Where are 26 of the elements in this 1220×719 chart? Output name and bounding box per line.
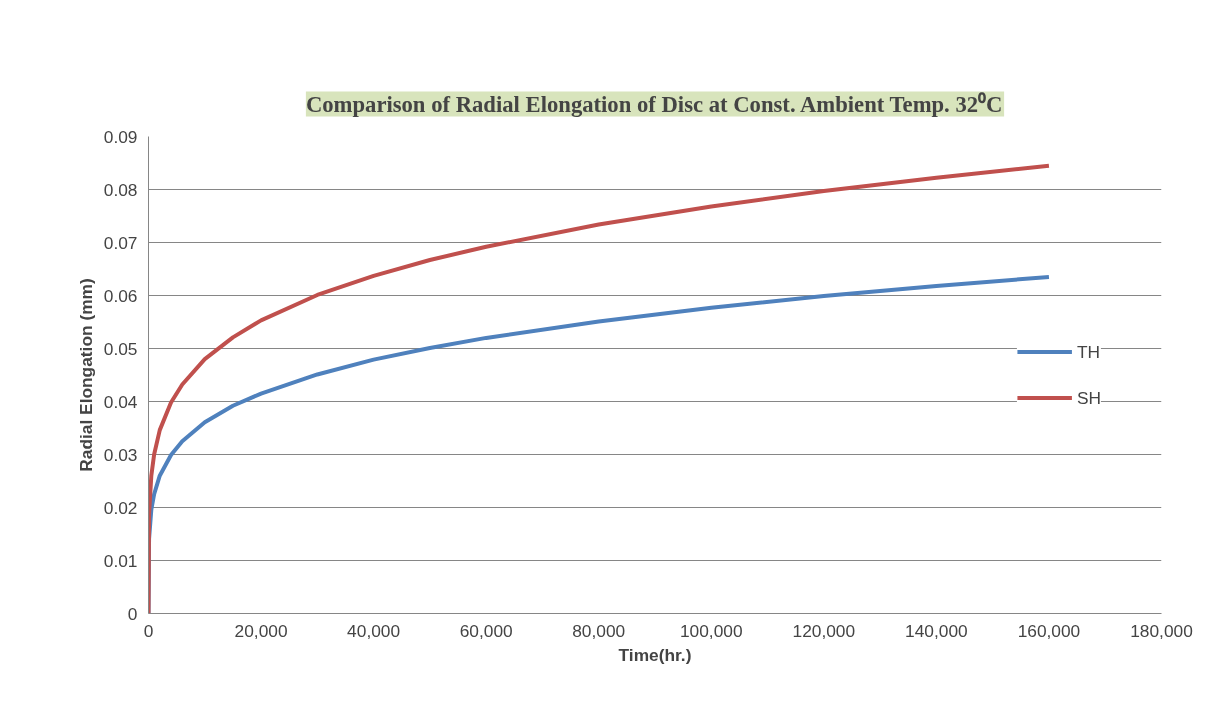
y-tick-label: 0.01: [103, 550, 138, 571]
x-tick-label: 0: [143, 620, 154, 641]
legend-label: SH: [1076, 387, 1101, 408]
y-tick-label: 0.02: [103, 497, 138, 518]
x-tick-label: 100,000: [679, 620, 743, 641]
x-tick-label: 160,000: [1017, 620, 1081, 641]
x-tick-label: 60,000: [459, 620, 513, 641]
y-tick-label: 0.09: [103, 126, 138, 147]
x-tick-label: 140,000: [905, 620, 968, 641]
x-tick-label: 80,000: [572, 620, 626, 641]
x-tick-label: 40,000: [347, 620, 401, 641]
legend-label: TH: [1076, 341, 1101, 362]
x-tick-label: 180,000: [1130, 620, 1193, 641]
y-tick-label: 0.03: [103, 444, 138, 465]
y-tick-label: 0: [127, 603, 138, 624]
y-tick-label: 0.05: [103, 338, 138, 359]
x-tick-label: 120,000: [792, 620, 856, 641]
y-tick-label: 0.07: [103, 232, 138, 253]
y-tick-label: 0.08: [103, 179, 138, 200]
y-tick-label: 0.06: [103, 285, 138, 306]
x-axis-title: Time(hr.): [618, 644, 692, 665]
y-axis-title: Radial Elongation (mm): [75, 278, 96, 472]
y-tick-label: 0.04: [103, 391, 138, 412]
x-tick-label: 20,000: [234, 620, 288, 641]
line-series: [148, 163, 1051, 614]
chart-title: Comparison of Radial Elongation of Disc at Const. Ambient Temp. 32⁰C: [305, 91, 1003, 117]
